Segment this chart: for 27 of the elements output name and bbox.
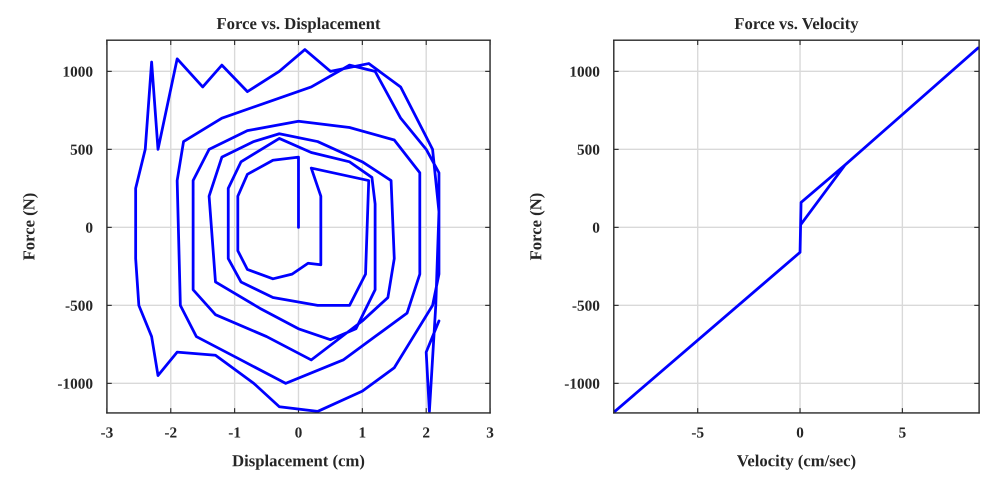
line-series <box>134 48 440 413</box>
y-tick-label: 1000 <box>64 66 92 77</box>
x-axis-title: Velocity (cm/sec) <box>737 454 856 470</box>
y-tick-label: -1000 <box>564 378 600 389</box>
x-tick-label: 0 <box>796 427 804 438</box>
y-tick-label: 0 <box>592 222 600 233</box>
chart-title: Force vs. Velocity <box>734 17 858 33</box>
x-tick-label: 1 <box>360 427 366 438</box>
y-tick-label: -1000 <box>58 378 92 389</box>
x-tick-label: -2 <box>164 427 176 438</box>
x-axis-title: Displacement (cm) <box>232 454 364 470</box>
y-tick-label: 1000 <box>570 66 600 77</box>
x-tick-label: -3 <box>101 427 113 438</box>
y-tick-label: -500 <box>66 300 92 311</box>
y-tick-label: -500 <box>572 300 600 311</box>
x-tick-label: 5 <box>899 427 906 438</box>
chart-title: Force vs. Displacement <box>216 17 380 33</box>
x-tick-label: -1 <box>228 427 240 438</box>
y-tick-label: 0 <box>86 222 92 233</box>
y-axis-title: Force (N) <box>22 193 38 260</box>
y-tick-label: 500 <box>578 144 600 155</box>
x-tick-label: 3 <box>486 427 494 438</box>
y-axis-title: Force (N) <box>530 193 545 260</box>
x-tick-label: -5 <box>692 427 704 438</box>
x-tick-label: 2 <box>423 427 430 438</box>
y-tick-label: 500 <box>70 144 92 155</box>
x-tick-label: 0 <box>295 427 302 438</box>
